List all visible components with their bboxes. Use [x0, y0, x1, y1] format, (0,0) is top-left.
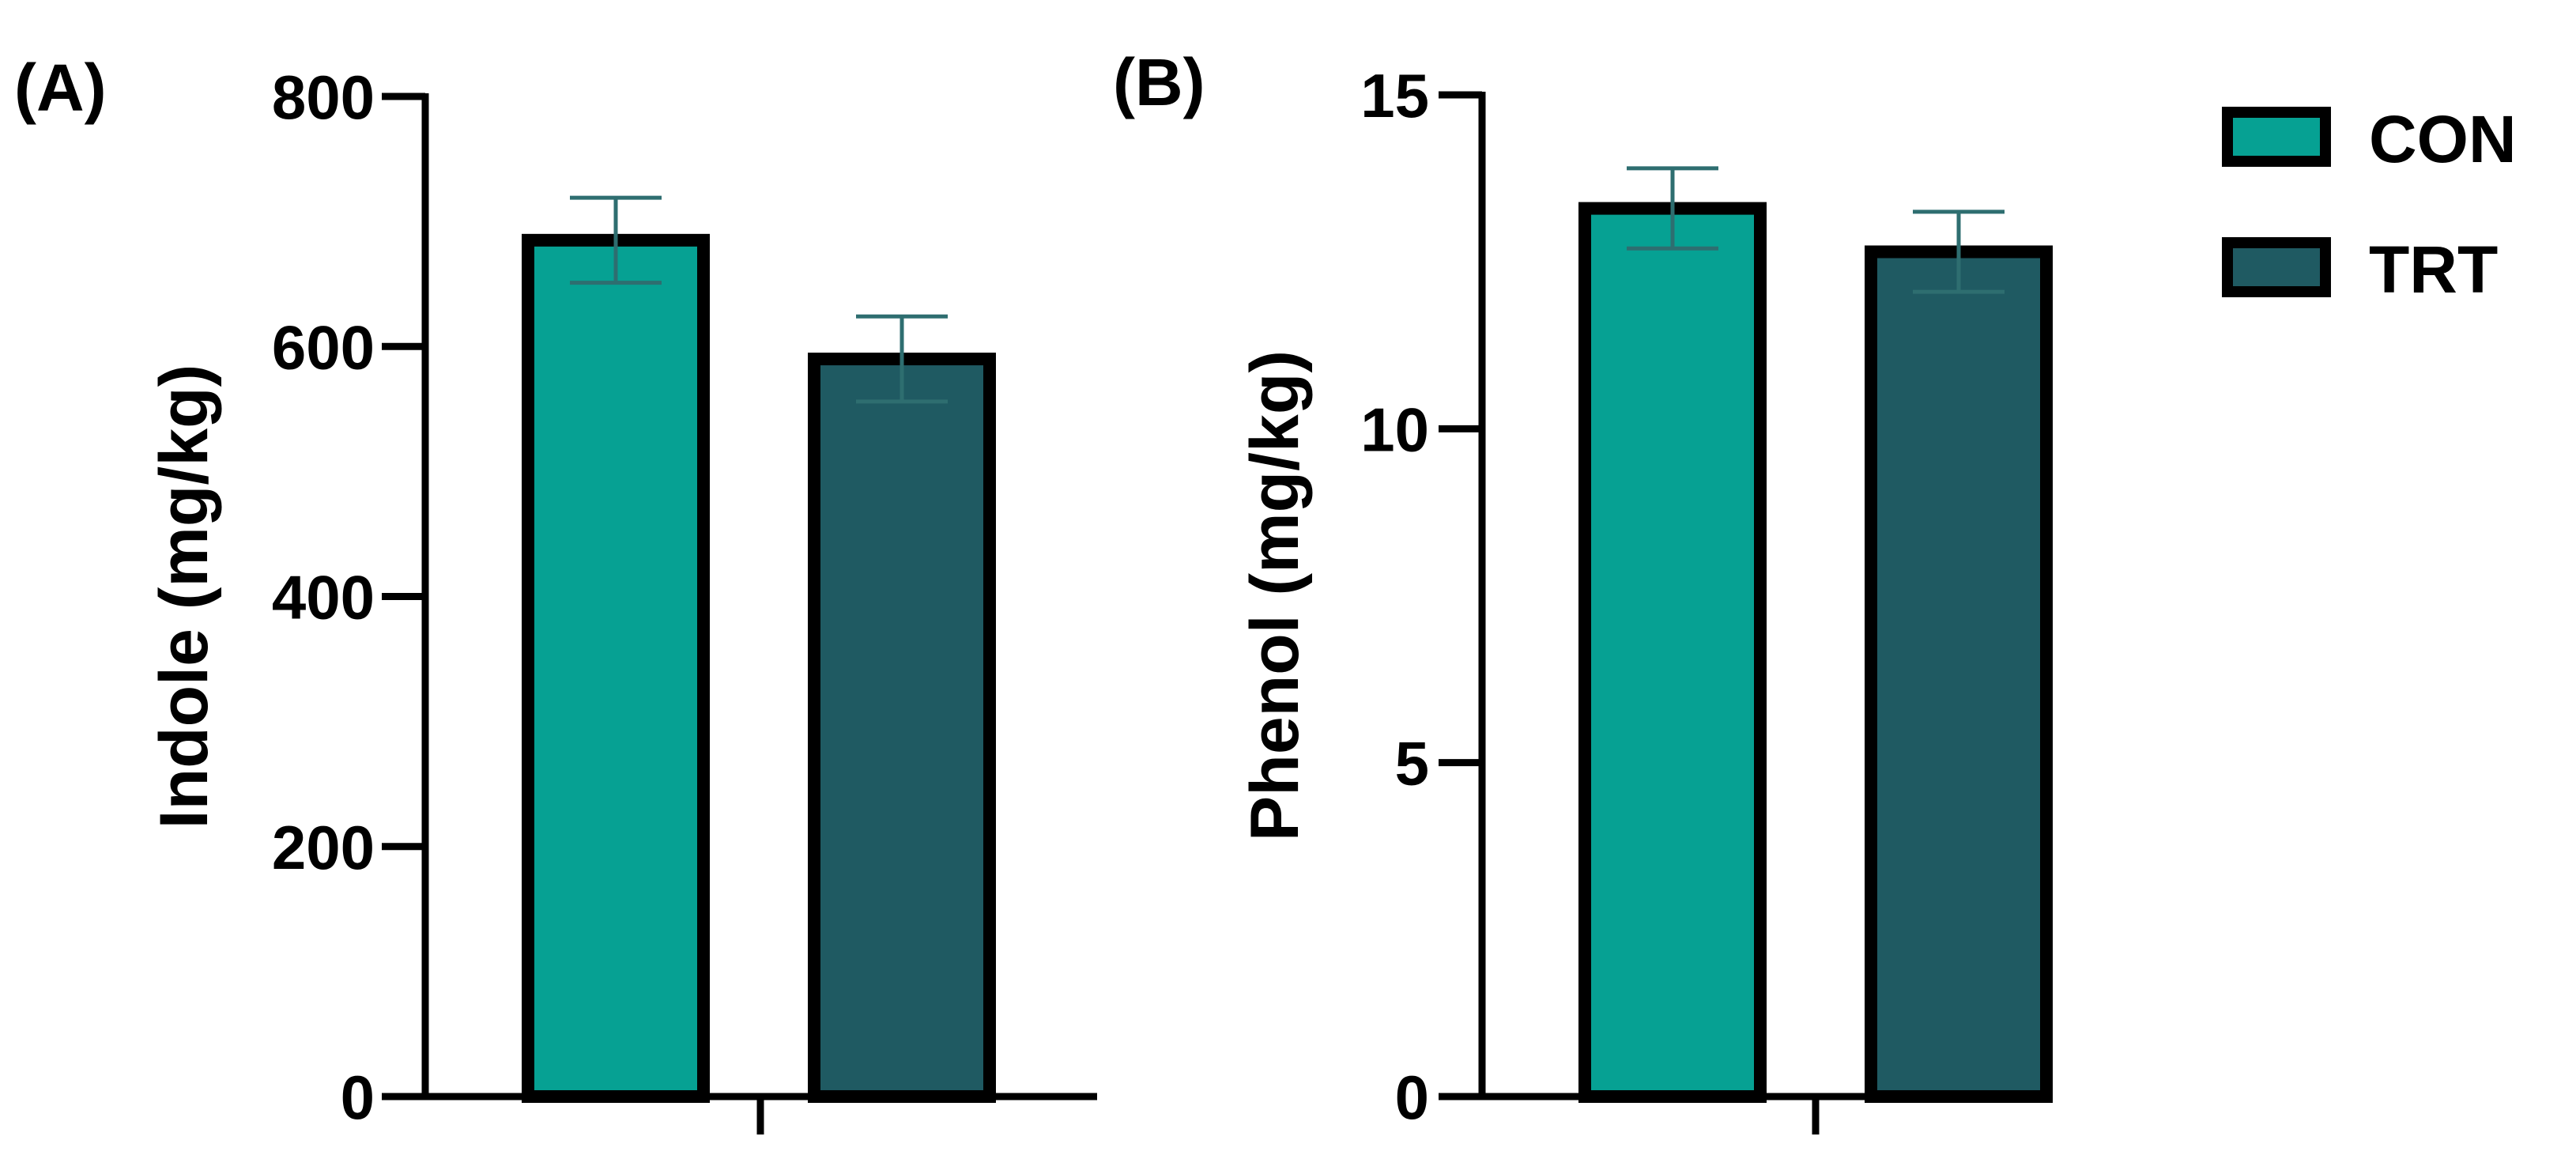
legend-swatch-trt [2222, 237, 2331, 297]
error-bar-trt [856, 314, 948, 404]
legend: CON TRT [2222, 102, 2517, 307]
error-bar-trt [1913, 210, 2005, 294]
y-tick-label: 200 [272, 813, 375, 882]
error-bar-con [1627, 166, 1718, 251]
y-axis-title: Phenol (mg/kg) [1237, 350, 1313, 841]
y-tick-label: 600 [272, 312, 375, 382]
panel-label: (B) [1113, 45, 1205, 119]
panel-b-phenol: (B) Phenol (mg/kg) 0 5 10 15 [1113, 45, 2053, 1134]
y-tick-label: 0 [1395, 1063, 1429, 1132]
panel-label: (A) [14, 51, 107, 125]
y-tick-label: 5 [1395, 729, 1429, 798]
y-axis-title: Indole (mg/kg) [146, 364, 222, 829]
panel-a-indole: (A) Indole (mg/kg) 0 200 400 600 800 [14, 51, 1097, 1134]
bar-trt [1865, 245, 2053, 1103]
legend-swatch-con [2222, 107, 2331, 167]
y-tick-label: 400 [272, 563, 375, 632]
y-tick-label: 10 [1360, 395, 1429, 464]
y-tick-label: 15 [1360, 61, 1429, 130]
legend-label-con: CON [2369, 102, 2517, 176]
bar-trt [808, 353, 996, 1103]
legend-label-trt: TRT [2369, 232, 2498, 307]
y-tick-label: 0 [341, 1063, 375, 1132]
bar-con [1578, 202, 1767, 1103]
y-tick-label: 800 [272, 62, 375, 132]
error-bar-con [570, 195, 662, 285]
bar-con [522, 233, 710, 1103]
